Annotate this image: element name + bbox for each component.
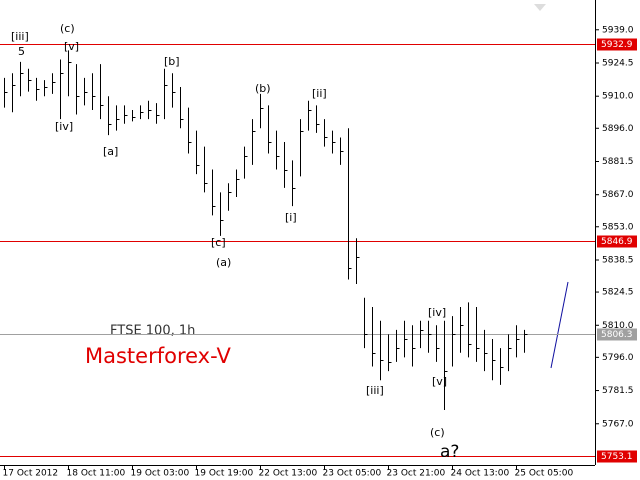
y-tick-label: 5853.0 — [602, 222, 634, 232]
x-tick-label: 22 Oct 13:00 — [259, 469, 318, 479]
price-level-box — [597, 235, 637, 248]
wave-label: (b) — [255, 82, 271, 95]
x-tick-label: 19 Oct 03:00 — [131, 469, 190, 479]
wave-label: [v] — [432, 375, 447, 388]
wave-label: [ii] — [312, 87, 327, 100]
x-tick-label: 19 Oct 19:00 — [195, 469, 254, 479]
price-level-label: 5932.9 — [601, 40, 633, 50]
x-tick-label: 25 Oct 05:00 — [515, 469, 574, 479]
y-tick-label: 5767.0 — [602, 419, 634, 429]
wave-label: [c] — [211, 236, 226, 249]
y-tick-label: 5824.5 — [602, 288, 634, 298]
price-level-label: 5846.9 — [601, 237, 633, 247]
wave-label: [i] — [285, 211, 297, 224]
wave-label: a? — [440, 442, 459, 462]
price-level-box — [597, 38, 637, 51]
price-level-label: 5806.3 — [601, 330, 633, 340]
price-level-label: 5753.1 — [601, 452, 633, 462]
wave-label: [iii] — [366, 384, 384, 397]
wave-label: [b] — [164, 55, 180, 68]
x-tick-label: 23 Oct 05:00 — [323, 469, 382, 479]
y-tick-label: 5924.5 — [602, 58, 634, 68]
wave-label: (a) — [216, 256, 231, 269]
y-tick-label: 5881.5 — [602, 157, 634, 167]
wave-label: [a] — [103, 145, 118, 158]
x-tick-label: 24 Oct 13:00 — [451, 469, 510, 479]
price-level-box — [597, 328, 637, 341]
y-tick-label: 5867.0 — [602, 190, 634, 200]
wave-label: (c) — [60, 22, 75, 35]
y-tick-label: 5838.5 — [602, 255, 634, 265]
y-tick-label: 5910.0 — [602, 92, 634, 102]
scroll-marker — [534, 4, 546, 11]
wave-label: (c) — [430, 426, 445, 439]
x-tick-label: 23 Oct 21:00 — [387, 469, 446, 479]
chart-subtitle: Masterforex-V — [85, 344, 231, 368]
wave-label: 5 — [18, 45, 25, 58]
x-tick-label: 18 Oct 11:00 — [67, 469, 126, 479]
wave-label: [v] — [64, 40, 79, 53]
y-tick-label: 5810.0 — [602, 321, 634, 331]
price-level-box — [597, 450, 637, 463]
wave-label: [iv] — [55, 120, 73, 133]
y-tick-label: 5939.0 — [602, 25, 634, 35]
wave-label: [iv] — [428, 306, 446, 319]
wave-label: [iii] — [11, 30, 29, 43]
y-tick-label: 5781.5 — [602, 386, 634, 396]
forecast-line — [550, 281, 569, 369]
x-tick-label: 17 Oct 2012 — [3, 469, 59, 479]
chart-title: FTSE 100, 1h — [110, 324, 195, 339]
y-tick-label: 5896.0 — [602, 124, 634, 134]
y-tick-label: 5796.0 — [602, 353, 634, 363]
